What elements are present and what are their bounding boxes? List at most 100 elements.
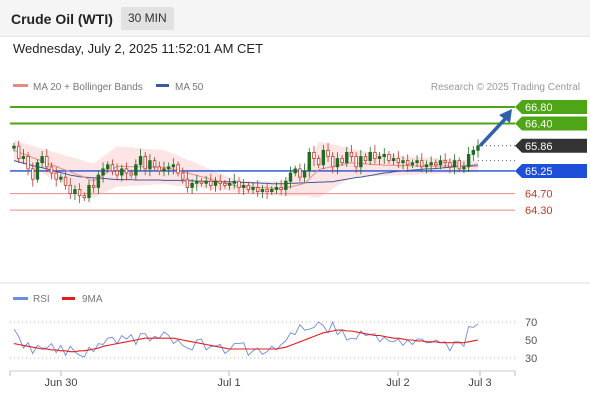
candle: [363, 153, 368, 164]
candle: [354, 152, 358, 174]
candle: [424, 160, 429, 174]
level-tag-bg: [515, 100, 587, 114]
main-legend: MA 20 + Bollinger Bands MA 50 Research ©…: [13, 82, 580, 93]
x-tick-label: Jul 1: [217, 377, 240, 389]
candle-body: [410, 162, 415, 166]
candle-body: [106, 164, 110, 170]
candle: [265, 183, 269, 199]
candle-body: [448, 162, 452, 168]
candle-body: [452, 160, 457, 168]
candle: [218, 174, 222, 191]
ma50-legend-label: MA 50: [175, 82, 204, 93]
chart-header: Crude Oil (WTI) 30 MIN: [0, 0, 590, 37]
ma50-line: [13, 160, 479, 185]
candle-body: [152, 160, 157, 168]
forecast-arrow-head: [499, 109, 512, 123]
candle-body: [288, 172, 293, 182]
level-tag-text: 65.25: [525, 166, 553, 178]
x-axis: Jun 30 Jul 1 Jul 2 Jul 3: [9, 370, 516, 389]
level-tag-text: 64.70: [525, 189, 553, 201]
candle: [373, 144, 377, 164]
candle: [256, 180, 260, 197]
x-tick-label: Jul 3: [468, 377, 491, 389]
candle-body: [91, 184, 96, 188]
candle-body: [16, 145, 21, 159]
bollinger-band: [14, 140, 478, 198]
level-tag-text: 66.40: [525, 119, 553, 131]
candle: [59, 173, 63, 183]
level-tag-text: 65.86: [525, 141, 553, 153]
candle-body: [143, 156, 147, 170]
candle: [26, 152, 30, 176]
datetime-label: Wednesday, July 2, 2025 11:52:01 AM CET: [13, 41, 264, 56]
candle-body: [101, 168, 105, 176]
level-tag-bg: [515, 138, 587, 153]
candle: [120, 164, 124, 182]
candle: [166, 162, 171, 176]
candle-body: [312, 151, 316, 159]
candle: [434, 159, 438, 169]
candle: [209, 173, 213, 191]
candle-body: [256, 187, 260, 192]
candle-body: [45, 156, 49, 168]
candle-body: [349, 151, 354, 157]
candle-body: [171, 164, 176, 168]
candle: [204, 175, 208, 188]
rsi-panel: 70 50 30: [10, 317, 537, 365]
candle: [321, 144, 326, 170]
candle: [110, 159, 115, 176]
candle-body: [387, 154, 391, 162]
candle: [101, 162, 105, 183]
rsi-tick-label: 30: [525, 353, 537, 365]
candle: [471, 145, 476, 161]
candle-body: [434, 162, 438, 166]
candle: [190, 178, 194, 194]
rsi-tick-label: 70: [525, 317, 537, 329]
candle-body: [354, 156, 358, 168]
level-tag-text: 66.80: [525, 102, 553, 114]
candle-body: [82, 195, 87, 199]
candle: [176, 161, 180, 177]
candle: [82, 192, 87, 202]
candle-body: [331, 156, 335, 168]
candle: [12, 142, 16, 152]
candle: [35, 159, 40, 183]
candle-body: [157, 166, 161, 172]
candle: [312, 145, 316, 166]
candle-body: [284, 180, 288, 190]
candle-body: [438, 160, 443, 166]
timeframe-badge[interactable]: 30 MIN: [121, 7, 174, 30]
candle-body: [335, 158, 340, 168]
rsi-legend-swatch: [13, 297, 28, 300]
candle: [302, 163, 307, 183]
ma20-legend-label: MA 20 + Bollinger Bands: [33, 82, 143, 93]
candle-body: [213, 180, 218, 186]
candle-body: [466, 154, 471, 168]
candle: [448, 158, 452, 174]
candle: [368, 147, 372, 165]
candle: [335, 152, 340, 175]
candlesticks: [12, 139, 480, 204]
candle: [16, 140, 21, 163]
candle: [21, 149, 26, 164]
candle: [96, 170, 101, 194]
candle-body: [21, 156, 26, 159]
rsi-legend: RSI 9MA: [13, 294, 103, 305]
candle-body: [457, 160, 461, 170]
candle: [138, 149, 143, 171]
candle-body: [209, 180, 213, 186]
candle-body: [476, 145, 480, 151]
candle-body: [49, 166, 54, 174]
candle-body: [321, 149, 326, 166]
candle: [148, 154, 152, 177]
candle: [466, 147, 471, 173]
candle: [171, 158, 176, 175]
candle-body: [363, 156, 368, 162]
candle: [181, 167, 185, 184]
candle: [293, 165, 297, 177]
candle: [129, 169, 133, 179]
candle: [260, 185, 265, 198]
candle: [326, 142, 330, 162]
level-tag: 65.25: [515, 163, 587, 178]
candle: [396, 151, 401, 169]
